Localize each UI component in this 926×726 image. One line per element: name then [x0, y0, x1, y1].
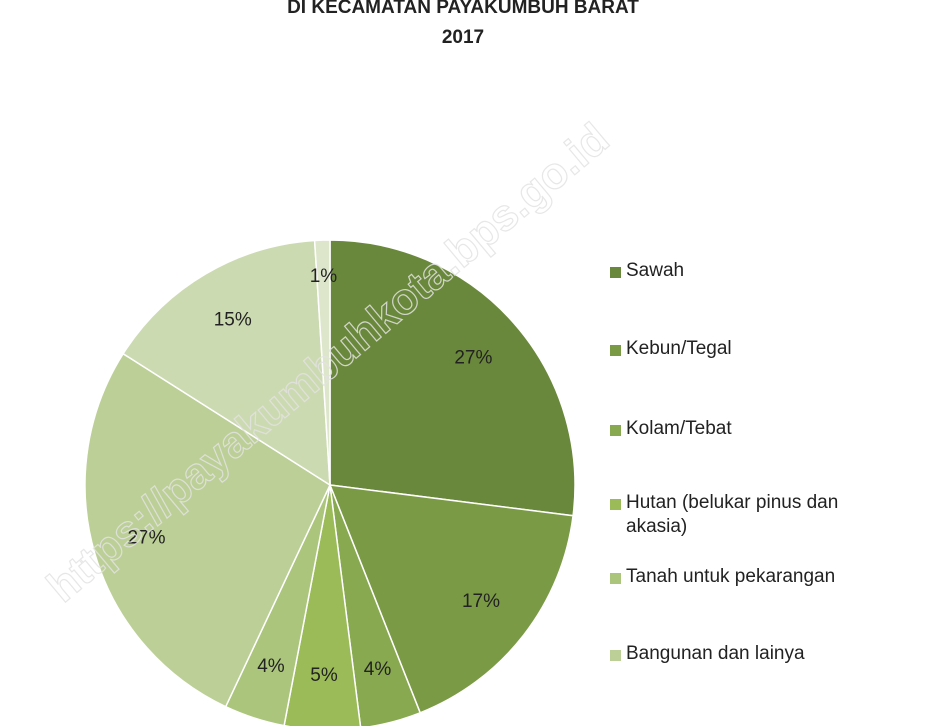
data-label: 27%	[454, 348, 492, 369]
legend-item: Sawah	[610, 260, 910, 283]
legend-label: Kebun/Tegal	[626, 338, 732, 359]
legend-label: Sawah	[626, 260, 685, 281]
pie-slice	[329, 239, 576, 517]
legend-label: Tanah untuk pekarangan	[626, 566, 836, 587]
pie-slice	[313, 239, 331, 486]
pie-slice	[84, 352, 331, 708]
pie-slice	[329, 484, 422, 726]
legend-label: Hutan (belukar pinus dan akasia)	[626, 492, 839, 537]
data-label: 15%	[214, 310, 252, 331]
data-label: 17%	[462, 591, 500, 612]
chart-title: 2017	[442, 27, 484, 48]
legend-item: Tanah untuk pekarangan	[610, 566, 910, 589]
legend-label: Kolam/Tebat	[626, 418, 732, 439]
legend-swatch	[610, 425, 621, 436]
legend-item: Hutan (belukar pinus dan akasia)	[610, 492, 910, 539]
legend-item: Kebun/Tegal	[610, 338, 910, 361]
legend-swatch	[610, 499, 621, 510]
legend-swatch	[610, 267, 621, 278]
data-label: 5%	[310, 665, 338, 686]
legend-swatch	[610, 345, 621, 356]
legend-swatch	[610, 573, 621, 584]
pie-slice	[122, 239, 331, 487]
legend-swatch	[610, 650, 621, 661]
pie-slice	[328, 484, 574, 714]
data-label: 1%	[310, 266, 338, 287]
data-label: 4%	[364, 659, 392, 680]
legend-item: Bangunan dan lainya	[610, 643, 910, 666]
data-label: 27%	[127, 527, 165, 548]
data-label: 4%	[257, 656, 285, 677]
chart-title: DI KECAMATAN PAYAKUMBUH BARAT	[287, 0, 639, 18]
legend-label: Bangunan dan lainya	[626, 643, 805, 664]
legend-item: Kolam/Tebat	[610, 418, 910, 441]
